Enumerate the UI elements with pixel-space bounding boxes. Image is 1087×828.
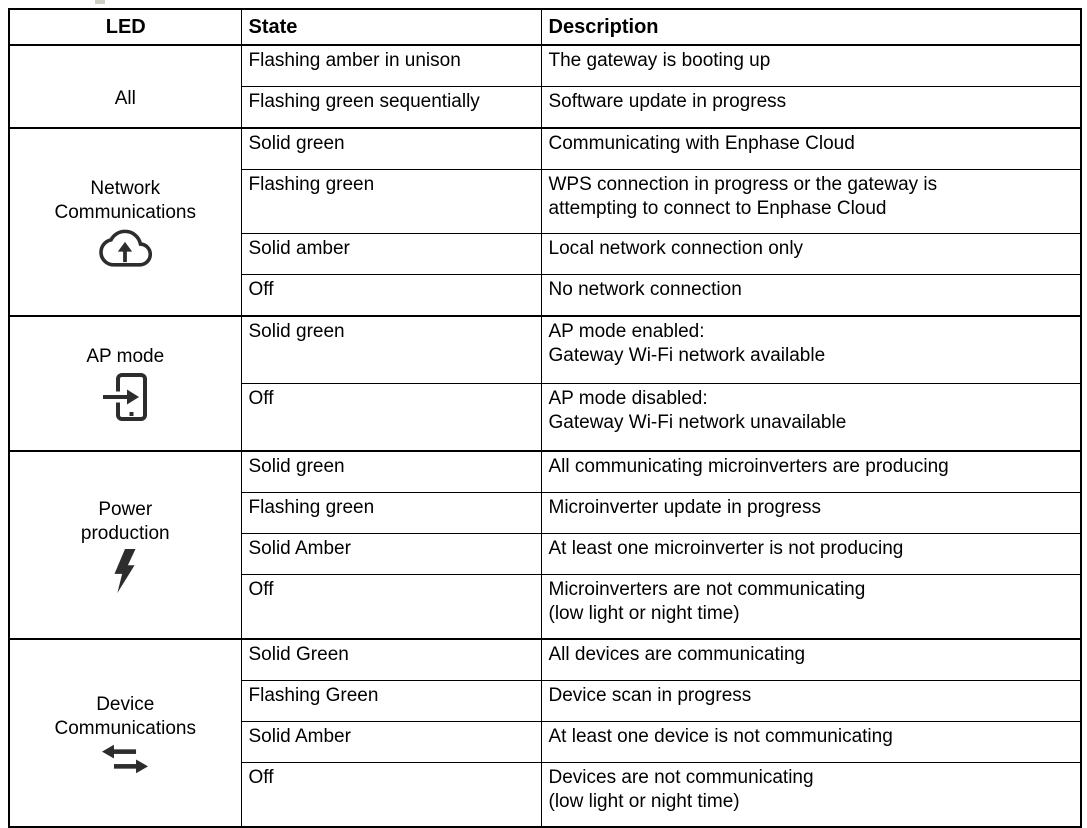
state-cell: Flashing Green bbox=[240, 680, 542, 722]
state-cell: Flashing amber in unison bbox=[240, 44, 542, 87]
description-cell: No network connection bbox=[540, 274, 1082, 317]
state-cell: Solid green bbox=[240, 127, 542, 170]
state-cell: Flashing green bbox=[240, 169, 542, 234]
cloud-up-arrow-icon bbox=[99, 229, 153, 267]
led-cell-device-communications: Device Communications bbox=[8, 638, 242, 828]
description-cell: Microinverter update in progress bbox=[540, 492, 1082, 534]
led-cell-all: All bbox=[8, 44, 242, 129]
table-row: Off Microinverters are not communicating… bbox=[9, 574, 1082, 640]
column-header-led: LED bbox=[8, 8, 242, 46]
state-cell: Solid Amber bbox=[240, 533, 542, 575]
table-row: Flashing green WPS connection in progres… bbox=[9, 169, 1082, 234]
table-row: All Flashing amber in unison The gateway… bbox=[8, 44, 1082, 129]
state-cell: Off bbox=[240, 274, 542, 317]
led-label: All bbox=[114, 87, 136, 109]
phone-enter-arrow-icon bbox=[103, 373, 148, 421]
table-row: Solid amber Local network connection onl… bbox=[9, 233, 1082, 275]
state-cell: Flashing green sequentially bbox=[240, 86, 542, 129]
table-row: AP mode Solid green AP mode enabled: Gat… bbox=[8, 315, 1082, 452]
table-row: Power production Solid green All communi… bbox=[8, 450, 1082, 640]
description-cell: AP mode disabled: Gateway Wi-Fi network … bbox=[540, 383, 1082, 452]
state-cell: Off bbox=[240, 574, 542, 640]
state-cell: Solid Amber bbox=[240, 721, 542, 763]
description-cell: At least one device is not communicating bbox=[540, 721, 1082, 763]
column-header-state: State bbox=[240, 8, 542, 46]
description-cell: WPS connection in progress or the gatewa… bbox=[540, 169, 1082, 234]
description-cell: Communicating with Enphase Cloud bbox=[540, 127, 1082, 170]
state-cell: Solid green bbox=[240, 315, 542, 384]
header-row: LED State Description bbox=[8, 8, 1082, 46]
state-cell: Solid amber bbox=[240, 233, 542, 275]
description-cell: AP mode enabled: Gateway Wi-Fi network a… bbox=[540, 315, 1082, 384]
table-row: Device Communications Solid Green All de… bbox=[8, 638, 1082, 828]
state-cell: Solid green bbox=[240, 450, 542, 493]
table-row: Off AP mode disabled: Gateway Wi-Fi netw… bbox=[9, 383, 1082, 452]
description-cell: Microinverters are not communicating (lo… bbox=[540, 574, 1082, 640]
left-right-arrows-icon bbox=[102, 744, 149, 773]
column-header-description: Description bbox=[540, 8, 1082, 46]
led-cell-ap-mode: AP mode bbox=[8, 315, 242, 452]
description-cell: Local network connection only bbox=[540, 233, 1082, 275]
table-row: Network Communications Solid green Commu… bbox=[8, 127, 1082, 317]
description-cell: The gateway is booting up bbox=[540, 44, 1082, 87]
led-cell-network-communications: Network Communications bbox=[8, 127, 242, 317]
led-label: Network Communications bbox=[54, 177, 197, 223]
state-cell: Solid Green bbox=[240, 638, 542, 681]
cropped-text-artifact bbox=[95, 0, 105, 4]
led-cell-power-production: Power production bbox=[8, 450, 242, 640]
description-cell: Devices are not communicating (low light… bbox=[540, 762, 1082, 828]
description-cell: Software update in progress bbox=[540, 86, 1082, 129]
description-cell: All devices are communicating bbox=[540, 638, 1082, 681]
lightning-bolt-icon bbox=[114, 548, 136, 593]
led-status-table: LED State Description All Flashing amber… bbox=[8, 8, 1082, 828]
state-cell: Flashing green bbox=[240, 492, 542, 534]
state-cell: Off bbox=[240, 762, 542, 828]
table-row: Flashing green Microinverter update in p… bbox=[9, 492, 1082, 534]
table-row: Solid Amber At least one microinverter i… bbox=[9, 533, 1082, 575]
description-cell: Device scan in progress bbox=[540, 680, 1082, 722]
state-cell: Off bbox=[240, 383, 542, 452]
table-row: Off No network connection bbox=[9, 274, 1082, 317]
led-label: Device Communications bbox=[54, 693, 197, 739]
led-label: Power production bbox=[80, 498, 170, 544]
led-label: AP mode bbox=[86, 346, 165, 367]
description-cell: At least one microinverter is not produc… bbox=[540, 533, 1082, 575]
description-cell: All communicating microinverters are pro… bbox=[540, 450, 1082, 493]
